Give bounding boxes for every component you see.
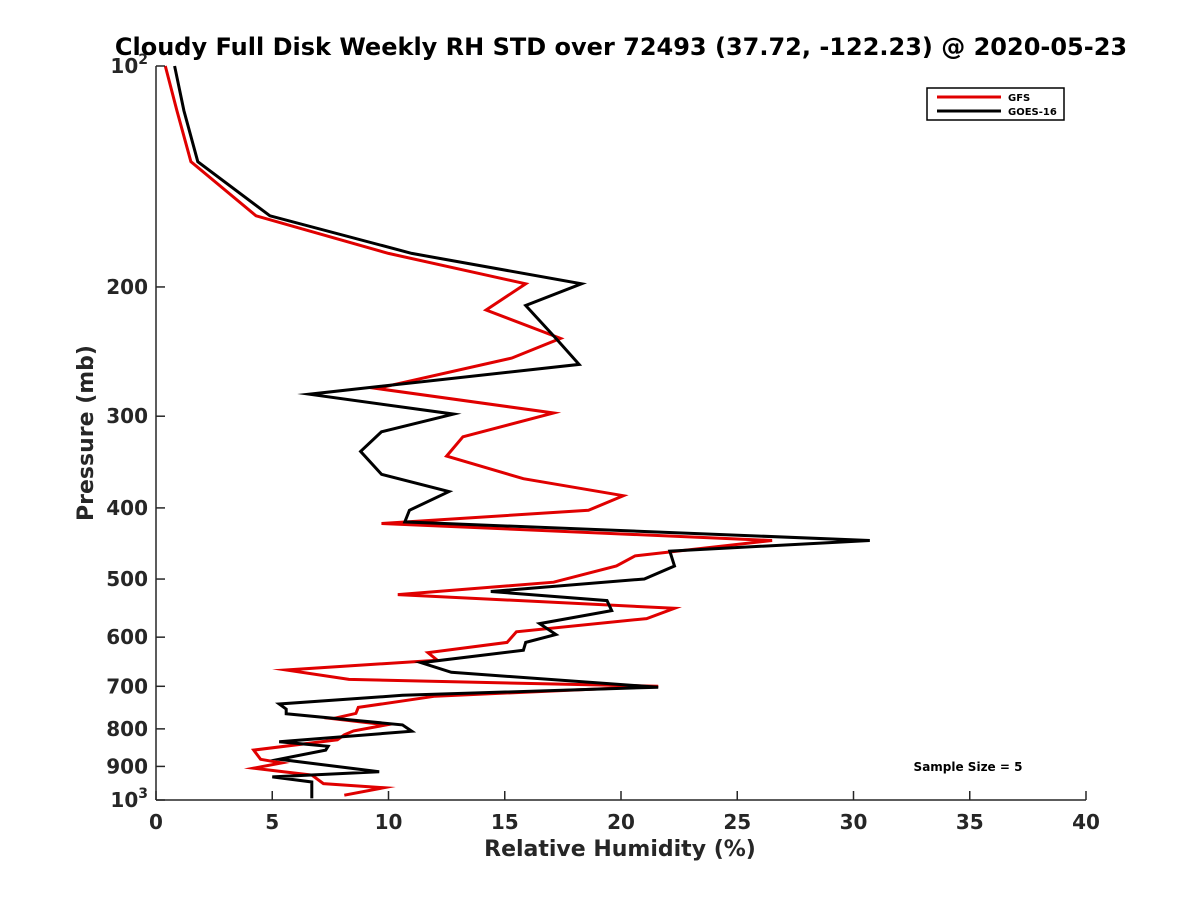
y-tick-label: 600 [106, 625, 148, 649]
y-tick-label: 500 [106, 567, 148, 591]
y-tick-label: 200 [106, 275, 148, 299]
series-line-goes-16 [173, 65, 870, 799]
y-tick-label: 800 [106, 717, 148, 741]
y-tick-label: 300 [106, 404, 148, 428]
y-tick-label: 700 [106, 674, 148, 698]
y-axis-ticks: 102 200 300 400 500 600 700 800 900 103 [106, 52, 165, 812]
x-tick-label: 30 [840, 810, 868, 834]
y-axis-label: Pressure (mb) [74, 345, 99, 521]
sample-size-annotation: Sample Size = 5 [914, 760, 1023, 774]
x-axis-ticks: 0 5 10 15 20 25 30 35 40 [149, 791, 1100, 834]
x-tick-label: 15 [491, 810, 519, 834]
x-tick-label: 40 [1072, 810, 1100, 834]
x-tick-label: 25 [723, 810, 751, 834]
legend-box [926, 87, 1065, 121]
chart-title: Cloudy Full Disk Weekly RH STD over 7249… [115, 33, 1127, 61]
legend-entry-label: GFS [1008, 93, 1030, 104]
x-tick-label: 0 [149, 810, 163, 834]
x-axis-label: Relative Humidity (%) [484, 837, 756, 862]
y-tick-label: 103 [110, 786, 148, 812]
x-tick-label: 10 [375, 810, 403, 834]
y-tick-label: 102 [110, 52, 148, 78]
x-tick-label: 5 [265, 810, 279, 834]
y-tick-label: 400 [106, 496, 148, 520]
x-tick-label: 35 [956, 810, 984, 834]
legend-entry-label: GOES-16 [1008, 107, 1057, 118]
legend: GFS GOES-16 [926, 87, 1065, 121]
y-tick-label: 900 [106, 754, 148, 778]
x-tick-label: 20 [607, 810, 635, 834]
